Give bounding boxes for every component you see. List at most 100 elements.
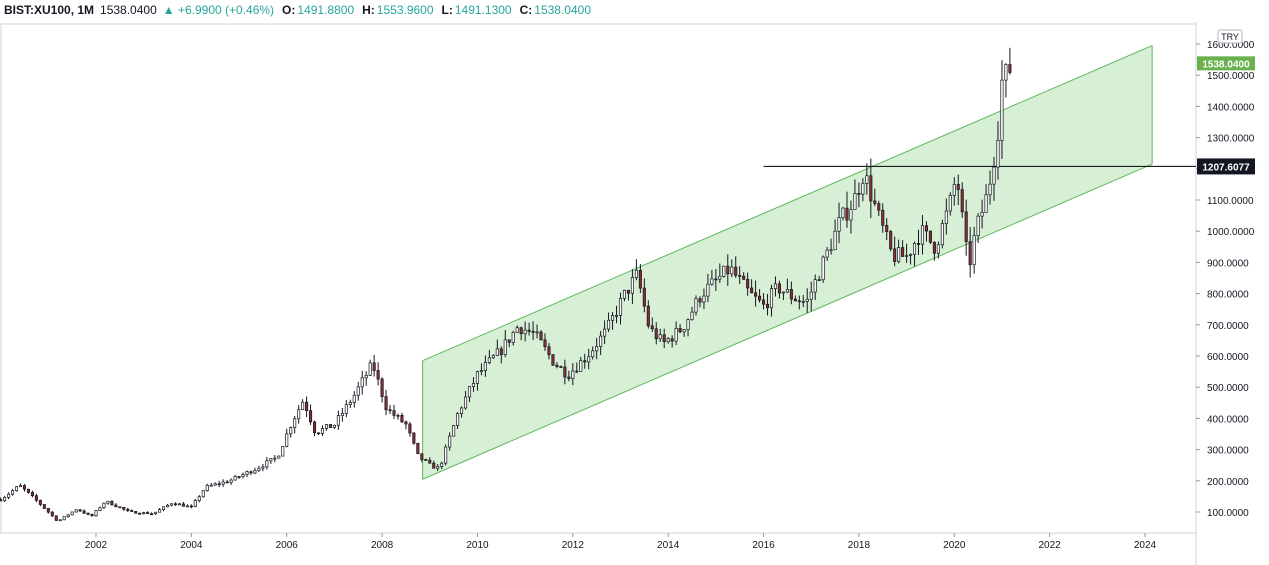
candle-body[interactable] xyxy=(86,512,90,515)
candle-body[interactable] xyxy=(74,509,78,513)
candle-body[interactable] xyxy=(912,243,917,255)
candle-body[interactable] xyxy=(932,241,936,254)
candle-body[interactable] xyxy=(849,209,853,221)
candle-body[interactable] xyxy=(499,348,503,356)
candle-body[interactable] xyxy=(376,370,380,380)
candle-body[interactable] xyxy=(980,212,984,217)
candle-body[interactable] xyxy=(62,516,66,521)
candle-body[interactable] xyxy=(162,506,166,510)
channel-fill[interactable] xyxy=(422,45,1153,480)
candle-body[interactable] xyxy=(324,424,329,429)
candle-body[interactable] xyxy=(289,427,293,435)
candle-body[interactable] xyxy=(893,248,897,262)
candle-body[interactable] xyxy=(861,183,865,195)
candle-body[interactable] xyxy=(829,249,833,252)
candle-body[interactable] xyxy=(42,504,46,509)
candle-body[interactable] xyxy=(634,269,638,278)
candle-body[interactable] xyxy=(30,492,34,497)
candle-body[interactable] xyxy=(70,511,74,516)
candle-body[interactable] xyxy=(471,383,476,387)
candle-body[interactable] xyxy=(825,249,829,258)
candle-body[interactable] xyxy=(833,230,837,251)
candle-body[interactable] xyxy=(460,407,464,414)
candle-body[interactable] xyxy=(750,287,754,294)
candle-body[interactable] xyxy=(213,483,217,486)
candle-body[interactable] xyxy=(380,378,384,397)
candle-body[interactable] xyxy=(813,279,817,293)
candle-body[interactable] xyxy=(463,396,468,409)
candle-body[interactable] xyxy=(817,279,821,282)
candle-body[interactable] xyxy=(297,409,301,420)
candle-body[interactable] xyxy=(678,328,682,333)
candle-body[interactable] xyxy=(583,360,587,363)
candle-body[interactable] xyxy=(154,511,158,515)
candle-body[interactable] xyxy=(658,334,662,340)
candle-body[interactable] xyxy=(853,193,857,210)
candle-body[interactable] xyxy=(0,499,3,502)
candle-body[interactable] xyxy=(503,339,507,356)
candle-body[interactable] xyxy=(209,484,213,487)
candle-body[interactable] xyxy=(527,329,531,332)
candle-body[interactable] xyxy=(142,512,146,514)
candle-body[interactable] xyxy=(718,276,722,280)
candle-body[interactable] xyxy=(94,510,98,517)
candle-body[interactable] xyxy=(722,265,726,277)
candle-body[interactable] xyxy=(531,331,535,333)
candle-body[interactable] xyxy=(491,355,495,359)
candle-body[interactable] xyxy=(992,166,996,185)
candle-body[interactable] xyxy=(66,514,70,517)
candle-body[interactable] xyxy=(575,370,579,373)
candle-body[interactable] xyxy=(452,425,456,437)
candle-body[interactable] xyxy=(1008,64,1012,73)
candle-body[interactable] xyxy=(360,377,364,388)
candle-body[interactable] xyxy=(936,244,940,254)
candle-body[interactable] xyxy=(7,493,11,498)
candle-body[interactable] xyxy=(869,175,873,202)
candle-body[interactable] xyxy=(642,287,646,307)
candle-body[interactable] xyxy=(579,360,583,372)
candle-body[interactable] xyxy=(388,409,392,412)
candle-body[interactable] xyxy=(595,346,599,352)
candle-body[interactable] xyxy=(948,195,952,212)
candle-body[interactable] xyxy=(34,495,38,501)
candle-body[interactable] xyxy=(952,184,956,196)
candle-body[interactable] xyxy=(924,225,929,232)
candle-body[interactable] xyxy=(519,327,523,335)
candle-body[interactable] xyxy=(189,505,193,508)
candle-body[interactable] xyxy=(169,503,174,506)
candle-body[interactable] xyxy=(626,289,630,294)
candle-body[interactable] xyxy=(511,331,515,343)
candle-body[interactable] xyxy=(543,339,547,348)
candle-body[interactable] xyxy=(567,376,571,379)
candle-body[interactable] xyxy=(690,311,694,320)
candle-body[interactable] xyxy=(885,225,889,232)
candle-body[interactable] xyxy=(201,490,205,498)
candle-body[interactable] xyxy=(956,184,960,190)
candle-body[interactable] xyxy=(881,209,885,226)
candle-body[interactable] xyxy=(988,183,992,196)
candle-body[interactable] xyxy=(344,404,348,414)
candle-body[interactable] xyxy=(686,319,690,330)
candle-body[interactable] xyxy=(273,457,277,460)
candle-body[interactable] xyxy=(165,504,170,508)
candle-body[interactable] xyxy=(90,513,94,517)
candle-body[interactable] xyxy=(809,291,813,300)
candle-body[interactable] xyxy=(11,490,15,495)
candle-body[interactable] xyxy=(638,269,642,289)
channel-upper-line[interactable] xyxy=(422,45,1153,362)
candle-body[interactable] xyxy=(535,331,539,334)
candle-body[interactable] xyxy=(3,497,7,502)
candle-body[interactable] xyxy=(940,223,944,246)
candle-body[interactable] xyxy=(336,415,340,426)
candle-body[interactable] xyxy=(305,401,309,411)
candle-body[interactable] xyxy=(293,418,297,428)
candle-body[interactable] xyxy=(197,496,201,501)
candle-body[interactable] xyxy=(873,200,877,204)
candle-body[interactable] xyxy=(428,459,432,464)
candle-body[interactable] xyxy=(269,458,273,462)
candle-body[interactable] xyxy=(964,211,968,242)
candle-body[interactable] xyxy=(845,207,849,221)
candle-body[interactable] xyxy=(551,354,555,366)
candle-body[interactable] xyxy=(249,471,253,474)
candle-body[interactable] xyxy=(571,370,575,379)
